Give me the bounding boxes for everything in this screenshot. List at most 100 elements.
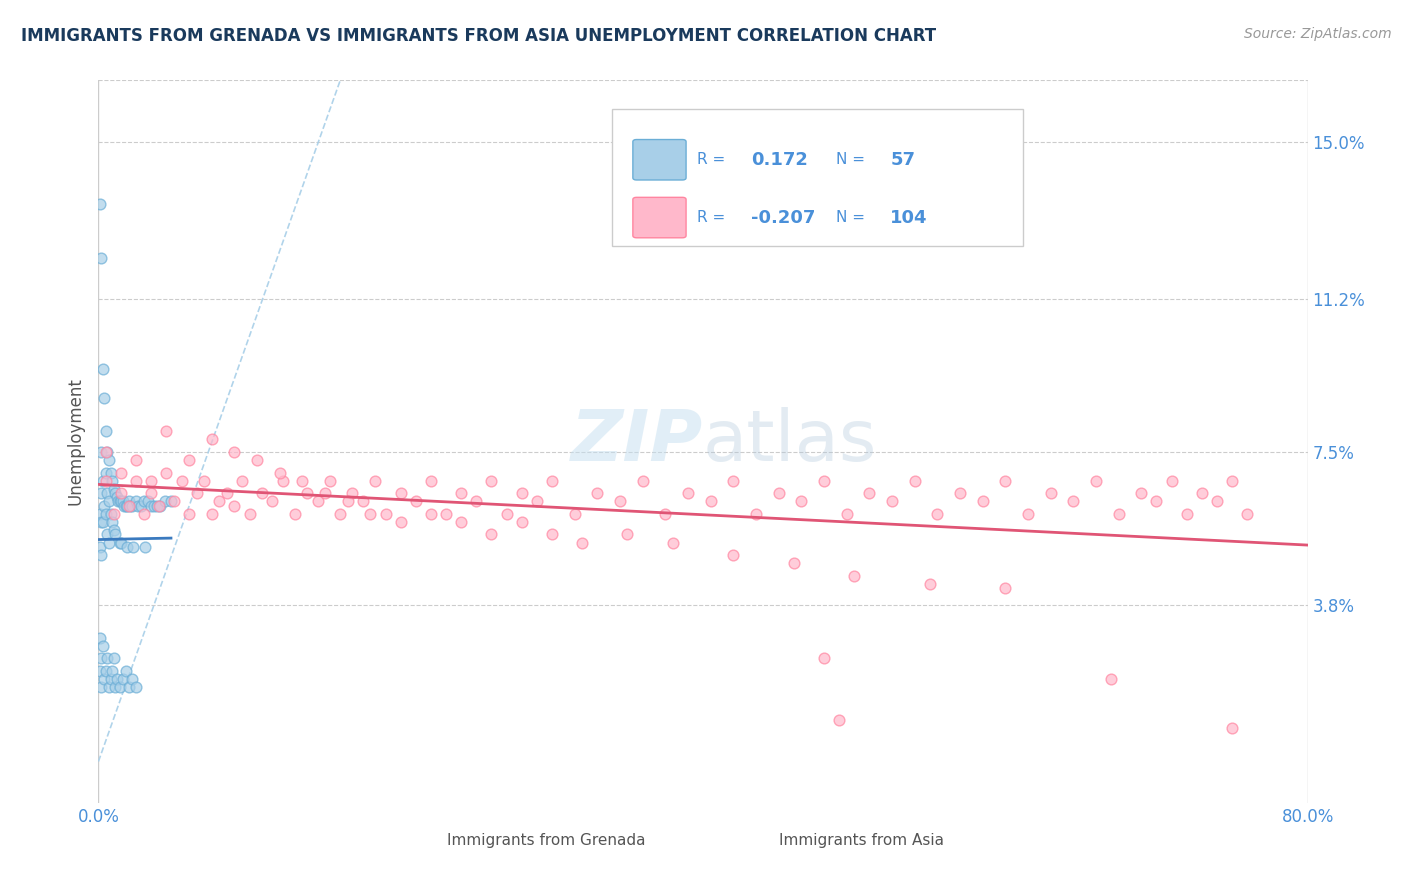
Point xyxy=(284,507,307,521)
Point xyxy=(208,494,231,508)
Point xyxy=(994,581,1017,595)
Point xyxy=(179,507,201,521)
Point xyxy=(89,631,111,645)
Point xyxy=(91,362,114,376)
Point xyxy=(465,494,488,508)
Point xyxy=(114,499,136,513)
Point xyxy=(118,494,141,508)
Point xyxy=(318,474,340,488)
Point xyxy=(1160,474,1182,488)
Point xyxy=(125,680,148,694)
FancyBboxPatch shape xyxy=(405,825,440,854)
Point xyxy=(676,486,699,500)
Point xyxy=(295,486,318,500)
Point xyxy=(103,524,125,538)
Point xyxy=(120,499,142,513)
Point xyxy=(160,494,183,508)
Point xyxy=(1039,486,1062,500)
Point xyxy=(918,577,941,591)
Point xyxy=(118,499,141,513)
Point xyxy=(564,507,586,521)
Point xyxy=(103,651,125,665)
Point xyxy=(110,494,132,508)
Point xyxy=(745,507,768,521)
Point xyxy=(121,499,143,513)
Point xyxy=(201,507,224,521)
Point xyxy=(540,527,562,541)
Point xyxy=(510,515,533,529)
Point xyxy=(90,445,112,459)
Point xyxy=(170,474,193,488)
Point xyxy=(90,651,112,665)
Point xyxy=(586,486,609,500)
Point xyxy=(215,486,238,500)
Point xyxy=(389,486,412,500)
Point xyxy=(132,507,155,521)
Point xyxy=(1099,672,1122,686)
Point xyxy=(336,494,359,508)
Point xyxy=(129,499,152,513)
Point xyxy=(93,672,115,686)
Point xyxy=(141,486,163,500)
Point xyxy=(101,474,124,488)
Point xyxy=(291,474,314,488)
Point xyxy=(1062,494,1084,508)
FancyBboxPatch shape xyxy=(737,825,772,854)
Text: ZIP: ZIP xyxy=(571,407,703,476)
Point xyxy=(89,540,111,554)
Point xyxy=(96,486,118,500)
Text: Immigrants from Grenada: Immigrants from Grenada xyxy=(447,833,645,848)
Point xyxy=(110,466,132,480)
Point xyxy=(91,639,114,653)
Point xyxy=(101,664,124,678)
Point xyxy=(103,507,125,521)
Point xyxy=(90,680,112,694)
Point xyxy=(146,499,169,513)
Point xyxy=(224,445,246,459)
FancyBboxPatch shape xyxy=(613,109,1024,246)
Point xyxy=(844,568,866,582)
Point xyxy=(193,474,215,488)
Point xyxy=(103,482,125,496)
Point xyxy=(420,474,443,488)
Point xyxy=(96,527,118,541)
Point xyxy=(94,445,117,459)
Point xyxy=(100,507,122,521)
Point xyxy=(949,486,972,500)
Point xyxy=(149,499,172,513)
Point xyxy=(107,494,129,508)
Point xyxy=(250,486,273,500)
Text: R =: R = xyxy=(697,153,725,168)
Point xyxy=(389,515,412,529)
Point xyxy=(141,499,163,513)
Point xyxy=(104,486,127,500)
Point xyxy=(972,494,994,508)
Point xyxy=(616,527,638,541)
Text: atlas: atlas xyxy=(703,407,877,476)
Point xyxy=(374,507,396,521)
Point xyxy=(132,494,155,508)
Point xyxy=(105,490,128,504)
Point xyxy=(100,672,122,686)
Point xyxy=(115,499,138,513)
Point xyxy=(1191,486,1213,500)
Point xyxy=(110,535,132,549)
Point xyxy=(98,494,121,508)
Point xyxy=(163,494,186,508)
Point xyxy=(104,680,127,694)
Point xyxy=(143,499,166,513)
Point xyxy=(186,486,208,500)
Point xyxy=(1236,507,1258,521)
Point xyxy=(91,515,114,529)
Point xyxy=(699,494,721,508)
Point xyxy=(134,540,156,554)
Point xyxy=(314,486,336,500)
Point xyxy=(155,424,177,438)
Point xyxy=(880,494,903,508)
Point xyxy=(231,474,253,488)
Point xyxy=(307,494,329,508)
Point xyxy=(1144,494,1167,508)
Point xyxy=(246,453,269,467)
Text: N =: N = xyxy=(837,210,865,225)
Point xyxy=(94,474,117,488)
